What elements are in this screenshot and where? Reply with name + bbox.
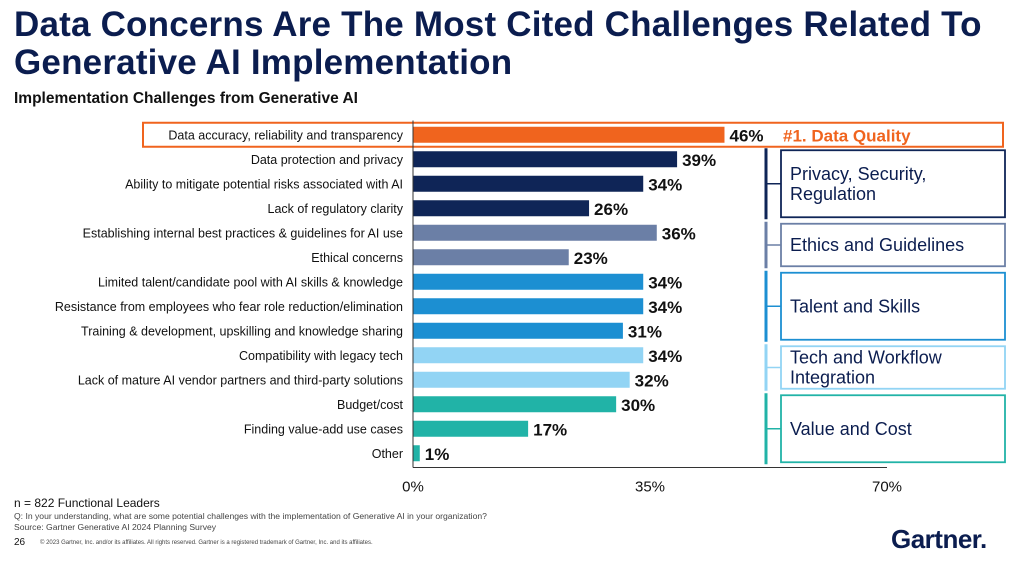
group-box (780, 345, 1006, 390)
page-number: 26 (14, 537, 26, 548)
copyright-note: © 2023 Gartner, Inc. and/or its affiliat… (40, 540, 373, 546)
group-box (780, 394, 1006, 464)
group-label: Talent and Skills (790, 296, 920, 316)
category-label: Resistance from employees who fear role … (55, 300, 403, 314)
category-label: Limited talent/candidate pool with AI sk… (98, 275, 403, 289)
bar (413, 322, 623, 339)
category-label: Ethical concerns (311, 251, 403, 265)
page-title: Data Concerns Are The Most Cited Challen… (14, 5, 982, 82)
category-label: Ability to mitigate potential risks asso… (125, 177, 403, 191)
sample-size-note: n = 822 Functional Leaders (14, 496, 160, 510)
data-label: 23% (574, 249, 608, 268)
bar (413, 420, 529, 437)
group-label: Tech and Workflow (790, 348, 943, 368)
category-label: Lack of regulatory clarity (268, 202, 404, 216)
group-label: Regulation (790, 184, 876, 204)
source-note: Source: Gartner Generative AI 2024 Plann… (14, 522, 217, 532)
survey-question-note: Q: In your understanding, what are some … (14, 511, 487, 521)
group-label-data-quality: #1. Data Quality (783, 126, 911, 145)
data-label: 31% (628, 322, 662, 341)
bar (413, 126, 725, 143)
data-label: 36% (662, 224, 696, 243)
x-tick-label: 0% (402, 479, 424, 496)
x-tick-label: 35% (635, 479, 665, 496)
data-label: 34% (648, 347, 682, 366)
group-label: Privacy, Security, (790, 164, 926, 184)
x-tick-label: 70% (872, 479, 902, 496)
group-label: Integration (790, 368, 875, 388)
chart-subtitle: Implementation Challenges from Generativ… (14, 90, 358, 107)
bar (413, 396, 617, 413)
bar (413, 298, 644, 315)
gartner-logo: Gartner. (891, 524, 987, 555)
group-box (780, 271, 1006, 341)
data-label: 34% (648, 298, 682, 317)
group-label: Ethics and Guidelines (790, 235, 964, 255)
data-label: 30% (621, 396, 655, 415)
group-box (780, 149, 1006, 219)
bar (413, 273, 644, 290)
bar (413, 224, 657, 241)
bar-chart: Data accuracy, reliability and transpare… (55, 120, 1006, 496)
data-label: 17% (533, 420, 567, 439)
gartner-logo-dot: . (980, 524, 987, 554)
bar (413, 249, 569, 266)
data-label: 32% (635, 371, 669, 390)
bar (413, 151, 678, 168)
bar (413, 200, 590, 217)
category-label: Lack of mature AI vendor partners and th… (78, 373, 403, 387)
category-label: Budget/cost (337, 398, 404, 412)
bar (413, 175, 644, 192)
category-label: Establishing internal best practices & g… (83, 226, 403, 240)
bar (413, 445, 420, 462)
category-label: Compatibility with legacy tech (239, 349, 403, 363)
bar (413, 371, 630, 388)
category-label: Training & development, upskilling and k… (81, 324, 403, 338)
data-label: 34% (648, 273, 682, 292)
group-box (780, 222, 1006, 268)
category-label: Data accuracy, reliability and transpare… (168, 128, 403, 142)
data-label: 1% (425, 445, 450, 464)
data-label: 46% (729, 126, 763, 145)
bar (413, 347, 644, 364)
data-label: 26% (594, 200, 628, 219)
category-label: Finding value-add use cases (244, 422, 403, 436)
highlight-box (142, 121, 1004, 148)
group-label: Value and Cost (790, 419, 912, 439)
data-label: 39% (682, 151, 716, 170)
data-label: 34% (648, 175, 682, 194)
gartner-logo-text: Gartner (891, 524, 981, 554)
category-label: Other (372, 447, 403, 461)
category-label: Data protection and privacy (251, 153, 404, 167)
